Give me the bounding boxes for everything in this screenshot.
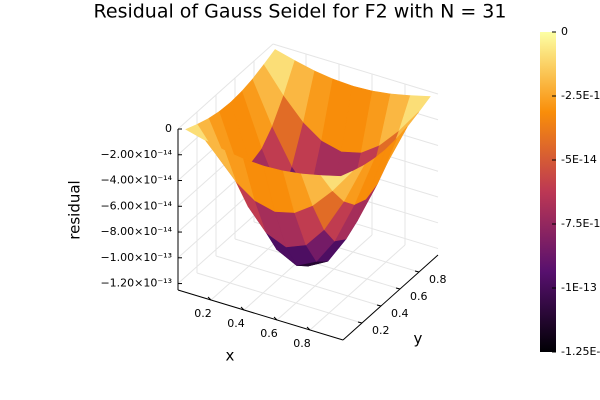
y-tick-label: 0.2 bbox=[372, 324, 390, 337]
grid-line bbox=[272, 43, 439, 95]
surface-patch bbox=[320, 171, 353, 192]
y-tick-label: 0.4 bbox=[391, 307, 409, 320]
x-tick bbox=[306, 326, 311, 331]
grid-line bbox=[276, 234, 373, 321]
x-tick bbox=[273, 316, 278, 321]
colorbar-tick-label: -1.25E-13 bbox=[561, 345, 600, 358]
colorbar-tick-label: -5E-14 bbox=[561, 153, 597, 166]
chart-title: Residual of Gauss Seidel for F2 with N =… bbox=[94, 1, 507, 23]
grid-line bbox=[309, 244, 406, 331]
x-tick-label: 0.2 bbox=[194, 307, 212, 320]
colorbar-tick-label: -2.5E-14 bbox=[561, 89, 600, 102]
y-axis bbox=[342, 254, 439, 341]
colorbar bbox=[540, 32, 556, 352]
x-tick-label: 0.4 bbox=[227, 317, 245, 330]
grid-line bbox=[177, 43, 274, 130]
z-tick-label: −1.00×10⁻¹³ bbox=[100, 251, 172, 264]
y-tick bbox=[376, 304, 382, 307]
colorbar-tick-label: -7.5E-14 bbox=[561, 217, 600, 230]
surface bbox=[185, 49, 431, 267]
x-tick-label: 0.6 bbox=[260, 327, 278, 340]
y-tick bbox=[395, 287, 401, 290]
y-tick bbox=[414, 270, 420, 273]
grid-line bbox=[215, 255, 382, 307]
x-axis-label: x bbox=[226, 347, 235, 365]
z-tick-label: −1.20×10⁻¹³ bbox=[100, 277, 172, 290]
z-tick-label: −8.00×10⁻¹⁴ bbox=[100, 225, 172, 238]
y-tick-label: 0.6 bbox=[410, 290, 428, 303]
y-tick bbox=[357, 321, 363, 324]
colorbar-tick-label: -1E-13 bbox=[561, 281, 597, 294]
y-axis-label: y bbox=[414, 330, 423, 348]
grid-line bbox=[196, 272, 363, 324]
x-tick bbox=[240, 306, 245, 311]
colorbar-tick-label: 0 bbox=[561, 25, 568, 38]
x-axis bbox=[177, 289, 344, 341]
z-tick-label: −4.00×10⁻¹⁴ bbox=[100, 174, 172, 187]
x-tick-label: 0.8 bbox=[293, 337, 311, 350]
z-tick-label: −6.00×10⁻¹⁴ bbox=[100, 199, 172, 212]
y-tick-label: 0.8 bbox=[429, 273, 447, 286]
x-tick bbox=[207, 296, 212, 301]
z-tick-label: −2.00×10⁻¹⁴ bbox=[100, 148, 172, 161]
z-axis-label: residual bbox=[66, 180, 84, 239]
z-tick-label: 0 bbox=[165, 122, 172, 135]
